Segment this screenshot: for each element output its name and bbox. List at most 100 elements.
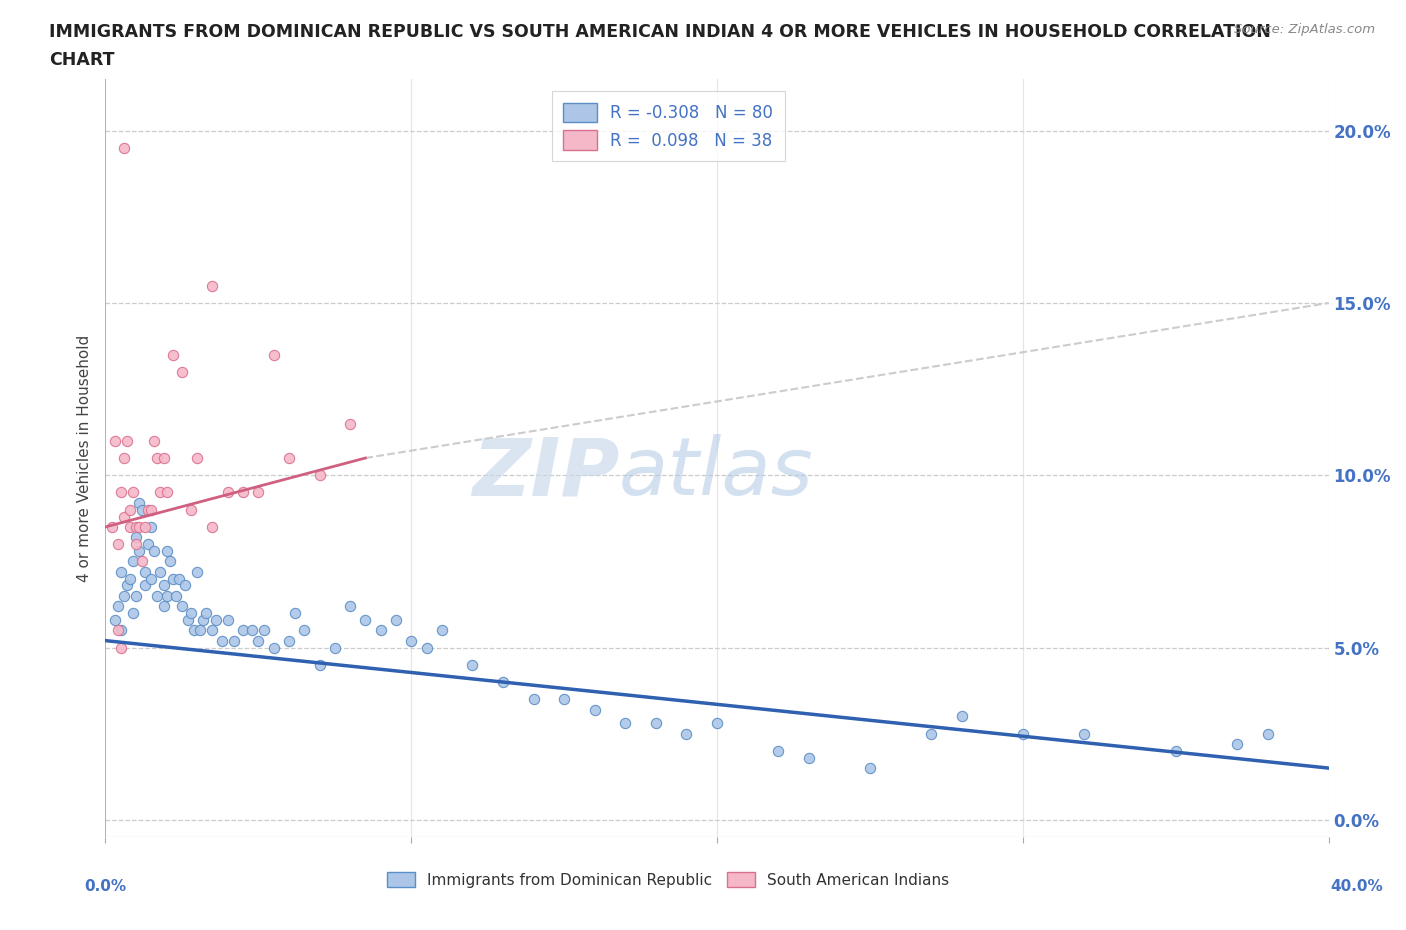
Point <box>415 640 437 655</box>
Point <box>104 433 127 448</box>
Point <box>180 605 202 620</box>
Point <box>180 502 202 517</box>
Point <box>110 623 132 638</box>
Point <box>125 520 148 535</box>
Point <box>183 623 205 638</box>
Point <box>193 613 215 628</box>
Point <box>253 623 276 638</box>
Point <box>152 578 174 593</box>
Point <box>292 623 315 638</box>
Point <box>247 485 270 500</box>
Point <box>1164 743 1187 758</box>
Point <box>797 751 820 765</box>
Point <box>141 520 163 535</box>
Y-axis label: 4 or more Vehicles in Household: 4 or more Vehicles in Household <box>77 335 93 581</box>
Point <box>232 623 254 638</box>
Point <box>186 451 208 466</box>
Point <box>201 623 224 638</box>
Point <box>370 623 392 638</box>
Text: Source: ZipAtlas.com: Source: ZipAtlas.com <box>1234 23 1375 36</box>
Text: atlas: atlas <box>619 434 814 512</box>
Point <box>115 433 138 448</box>
Point <box>186 565 208 579</box>
Point <box>104 613 127 628</box>
Point <box>122 485 145 500</box>
Point <box>1257 726 1279 741</box>
Point <box>107 599 129 614</box>
Point <box>263 347 285 362</box>
Point <box>112 509 135 524</box>
Point <box>134 578 156 593</box>
Point <box>136 537 159 551</box>
Point <box>112 451 135 466</box>
Point <box>165 589 187 604</box>
Point <box>131 554 153 569</box>
Point <box>1073 726 1095 741</box>
Point <box>152 599 174 614</box>
Point <box>107 537 129 551</box>
Point <box>118 571 141 586</box>
Point <box>115 578 138 593</box>
Point <box>385 613 408 628</box>
Point <box>284 605 307 620</box>
Point <box>128 544 150 559</box>
Point <box>146 451 169 466</box>
Point <box>155 589 177 604</box>
Point <box>232 485 254 500</box>
Point <box>675 726 697 741</box>
Point <box>240 623 263 638</box>
Point <box>112 140 135 155</box>
Point <box>143 433 166 448</box>
Point <box>100 520 122 535</box>
Point <box>583 702 606 717</box>
Point <box>122 554 145 569</box>
Point <box>308 468 330 483</box>
Text: CHART: CHART <box>49 51 115 69</box>
Point <box>125 537 148 551</box>
Point <box>118 502 141 517</box>
Point <box>170 365 193 379</box>
Point <box>222 633 245 648</box>
Point <box>110 640 132 655</box>
Point <box>614 716 637 731</box>
Point <box>134 565 156 579</box>
Point <box>128 496 150 511</box>
Point <box>354 613 377 628</box>
Point <box>170 599 193 614</box>
Point <box>263 640 285 655</box>
Point <box>195 605 218 620</box>
Point <box>1012 726 1035 741</box>
Point <box>308 658 330 672</box>
Point <box>211 633 233 648</box>
Point <box>950 709 973 724</box>
Point <box>768 743 790 758</box>
Point <box>859 761 882 776</box>
Point <box>167 571 190 586</box>
Point <box>247 633 270 648</box>
Point <box>553 692 575 707</box>
Point <box>149 485 172 500</box>
Text: 40.0%: 40.0% <box>1330 879 1384 894</box>
Point <box>110 565 132 579</box>
Point <box>112 589 135 604</box>
Text: 0.0%: 0.0% <box>84 879 127 894</box>
Point <box>152 451 174 466</box>
Point <box>107 623 129 638</box>
Point <box>492 674 515 689</box>
Point <box>122 605 145 620</box>
Point <box>155 485 177 500</box>
Point <box>159 554 181 569</box>
Point <box>278 451 301 466</box>
Point <box>339 416 361 431</box>
Point <box>141 502 163 517</box>
Point <box>204 613 226 628</box>
Point <box>177 613 200 628</box>
Point <box>201 520 224 535</box>
Point <box>136 502 159 517</box>
Point <box>174 578 197 593</box>
Point <box>523 692 546 707</box>
Point <box>339 599 361 614</box>
Text: IMMIGRANTS FROM DOMINICAN REPUBLIC VS SOUTH AMERICAN INDIAN 4 OR MORE VEHICLES I: IMMIGRANTS FROM DOMINICAN REPUBLIC VS SO… <box>49 23 1271 41</box>
Point <box>461 658 484 672</box>
Point <box>278 633 301 648</box>
